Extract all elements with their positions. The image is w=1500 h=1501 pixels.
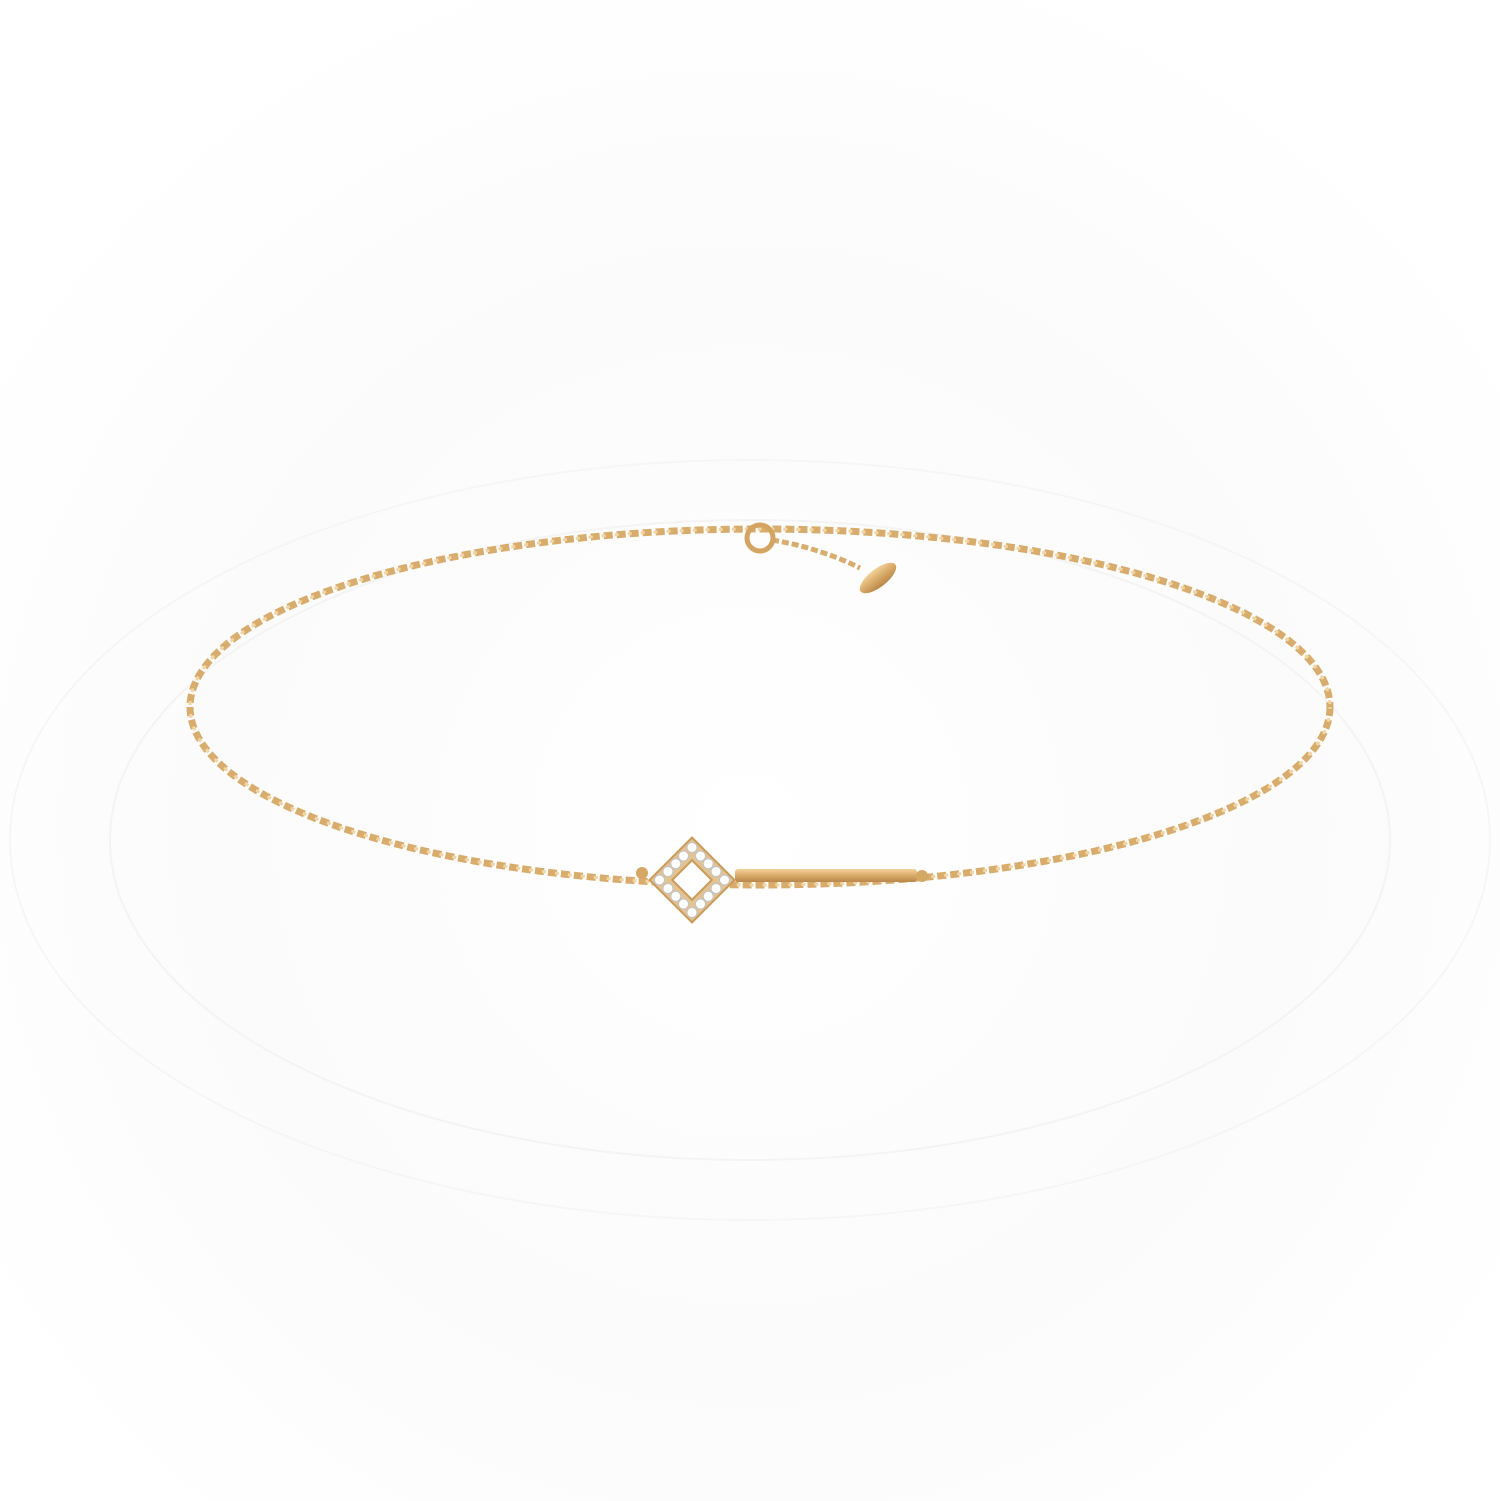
chain-highlight	[188, 527, 1332, 887]
tag	[859, 562, 897, 594]
clasp	[744, 522, 776, 554]
stones	[653, 841, 731, 919]
shadow-ring	[109, 519, 1391, 1161]
shadow-ring	[9, 459, 1491, 1221]
jump-ring	[916, 870, 928, 882]
bracelet	[186, 522, 1334, 924]
bar	[735, 869, 917, 882]
pendant	[648, 836, 736, 924]
pendant-opening	[670, 858, 714, 902]
jump-ring	[636, 867, 648, 879]
extender-chain	[771, 537, 862, 571]
